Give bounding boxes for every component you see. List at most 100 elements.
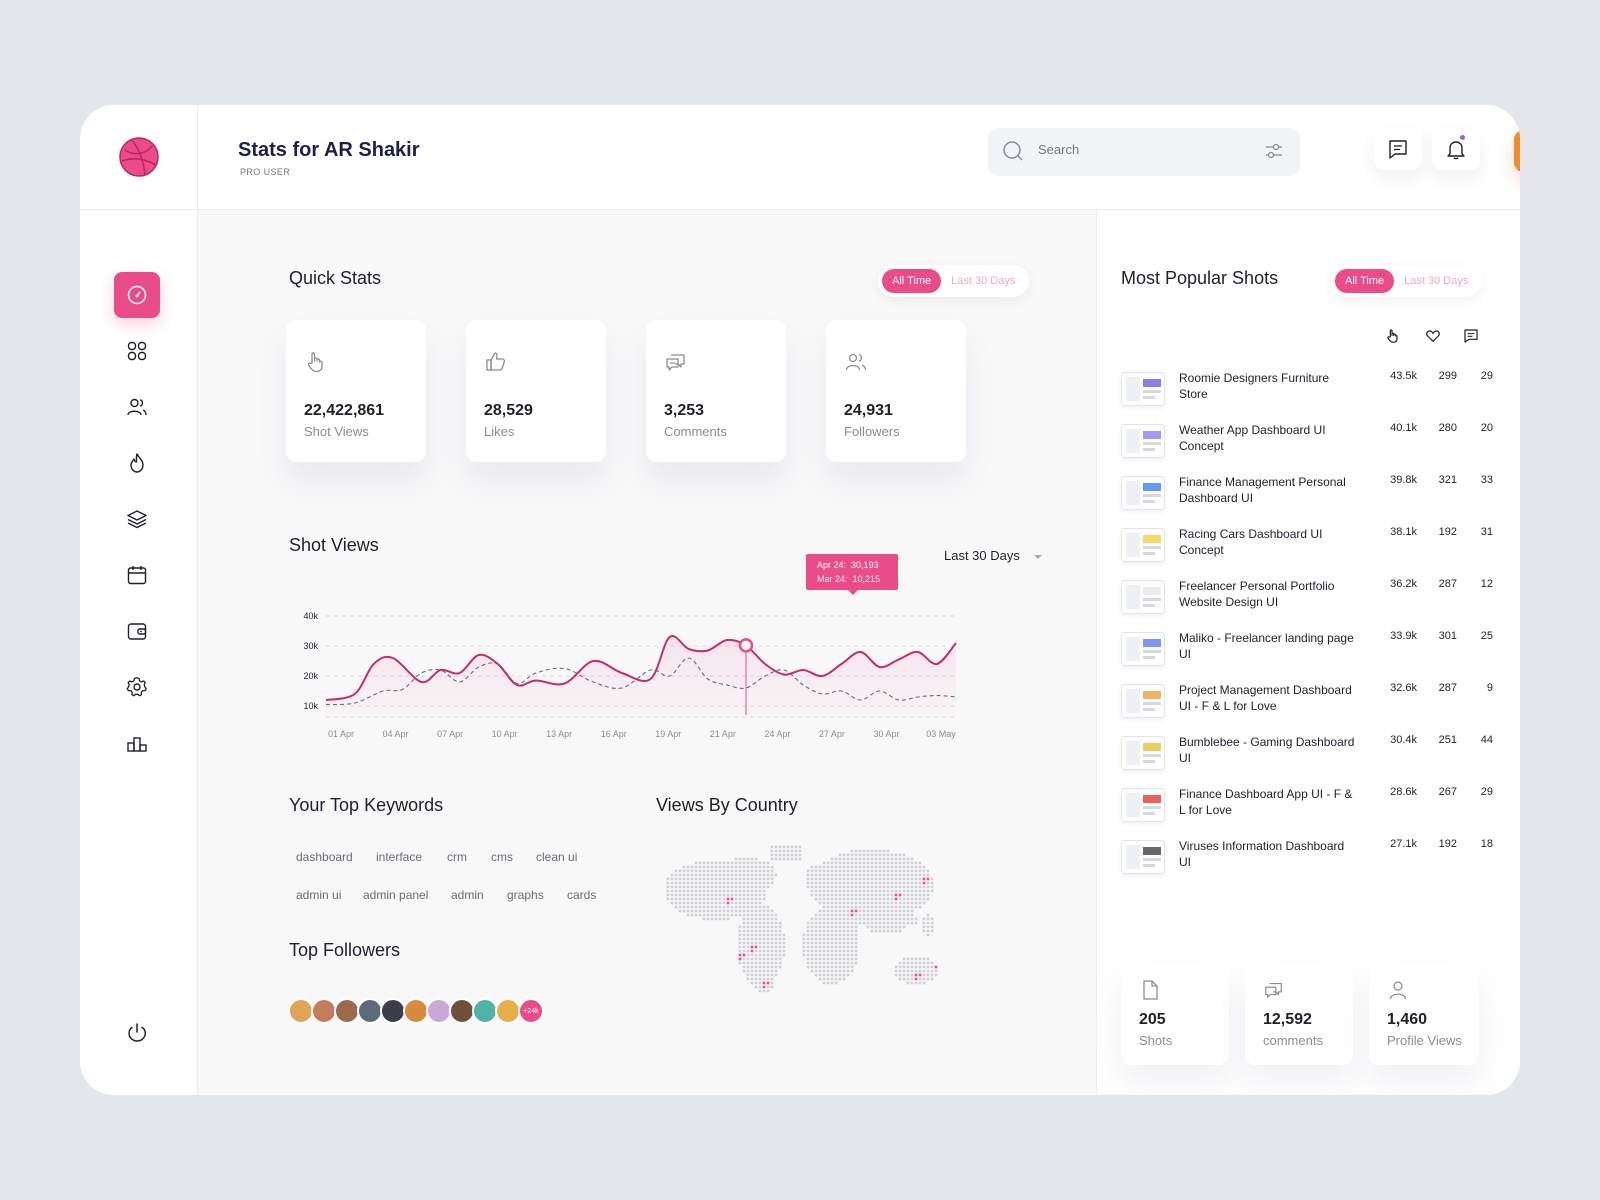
shot-row[interactable]: Viruses Information Dashboard UI 27.1k 192… xyxy=(1121,838,1501,882)
shot-title[interactable]: Bumblebee - Gaming Dashboard UI xyxy=(1179,735,1355,765)
keyword-chip[interactable]: crm xyxy=(447,850,467,864)
nav-item-users[interactable] xyxy=(114,384,160,430)
keyword-chip[interactable]: interface xyxy=(376,850,423,864)
shot-thumbnail[interactable] xyxy=(1121,372,1165,406)
keyword-chip[interactable]: admin panel xyxy=(363,888,429,902)
map-dot xyxy=(890,913,894,917)
follower-avatar[interactable] xyxy=(334,998,360,1024)
map-dot xyxy=(678,905,682,909)
shot-title[interactable]: Viruses Information Dashboard UI xyxy=(1179,839,1345,869)
shot-title[interactable]: Freelancer Personal Portfolio Website De… xyxy=(1179,579,1335,609)
nav-item-wallet[interactable] xyxy=(114,608,160,654)
map-dot xyxy=(754,957,758,961)
map-dot xyxy=(866,877,870,881)
keyword-chip[interactable]: cards xyxy=(567,888,597,902)
notifications-button[interactable] xyxy=(1432,128,1480,170)
x-tick-label: 24 Apr xyxy=(764,729,790,739)
map-dot xyxy=(834,925,838,929)
map-dot xyxy=(770,929,774,933)
period-dropdown[interactable]: Last 30 Days xyxy=(944,548,1042,563)
stat-card-shot-views[interactable]: 22,422,861 Shot Views xyxy=(286,320,426,462)
map-dot xyxy=(838,973,842,977)
nav-item-ranking[interactable] xyxy=(114,720,160,766)
logout-button[interactable] xyxy=(114,1010,160,1056)
shot-thumbnail[interactable] xyxy=(1121,840,1165,874)
messages-button[interactable] xyxy=(1374,128,1422,170)
keyword-chip[interactable]: clean ui xyxy=(536,850,578,864)
nav-item-popular[interactable] xyxy=(114,440,160,486)
map-dot xyxy=(822,897,826,901)
shot-row[interactable]: Weather App Dashboard UI Concept 40.1k 280… xyxy=(1121,422,1501,466)
summary-card-comments[interactable]: 12,592 comments xyxy=(1245,965,1353,1065)
nav-item-grid[interactable] xyxy=(114,328,160,374)
keyword-chip[interactable]: admin ui xyxy=(296,888,342,902)
shot-title[interactable]: Finance Management Personal Dashboard UI xyxy=(1179,475,1346,505)
shot-thumbnail[interactable] xyxy=(1121,424,1165,458)
map-dot xyxy=(882,897,886,901)
search-input[interactable] xyxy=(1038,142,1238,157)
map-dot xyxy=(766,881,770,885)
shot-thumbnail[interactable] xyxy=(1121,684,1165,718)
map-dot xyxy=(802,933,806,937)
shot-title[interactable]: Finance Dashboard App UI - F & L for Lov… xyxy=(1179,787,1353,817)
map-dot xyxy=(910,869,914,873)
nav-item-calendar[interactable] xyxy=(114,552,160,598)
shot-row[interactable]: Roomie Designers Furniture Store 43.5k 299… xyxy=(1121,370,1501,414)
shot-thumbnail[interactable] xyxy=(1121,476,1165,510)
map-dot xyxy=(754,973,758,977)
shot-title[interactable]: Weather App Dashboard UI Concept xyxy=(1179,423,1326,453)
toggle-all-time[interactable]: All Time xyxy=(882,269,942,293)
shot-thumbnail[interactable] xyxy=(1121,632,1165,666)
stat-card-likes[interactable]: 28,529 Likes xyxy=(466,320,606,462)
shot-row[interactable]: Freelancer Personal Portfolio Website De… xyxy=(1121,578,1501,622)
map-dot xyxy=(874,861,878,865)
shot-row[interactable]: Racing Cars Dashboard UI Concept 38.1k 192… xyxy=(1121,526,1501,570)
map-dot xyxy=(846,897,850,901)
shot-row[interactable]: Finance Management Personal Dashboard UI… xyxy=(1121,474,1501,518)
nav-item-dashboard[interactable] xyxy=(114,272,160,318)
shot-title[interactable]: Project Management Dashboard UI - F & L … xyxy=(1179,683,1352,713)
map-dot xyxy=(766,885,770,889)
keyword-chip[interactable]: cms xyxy=(491,850,513,864)
shot-row[interactable]: Project Management Dashboard UI - F & L … xyxy=(1121,682,1501,726)
tooltip-row-current: Apr 24: 30,193 xyxy=(817,558,898,572)
summary-card-profile-views[interactable]: 1,460 Profile Views xyxy=(1369,965,1479,1065)
map-dot xyxy=(682,889,686,893)
keyword-chip[interactable]: admin xyxy=(451,888,484,902)
shot-title[interactable]: Roomie Designers Furniture Store xyxy=(1179,371,1330,401)
shot-thumbnail[interactable] xyxy=(1121,736,1165,770)
nav-item-settings[interactable] xyxy=(114,664,160,710)
summary-card-shots[interactable]: 205 Shots xyxy=(1121,965,1229,1065)
shot-row[interactable]: Finance Dashboard App UI - F & L for Lov… xyxy=(1121,786,1501,830)
more-followers-badge[interactable]: +24k xyxy=(518,998,544,1024)
keyword-chip[interactable]: graphs xyxy=(507,888,544,902)
map-dot xyxy=(702,901,706,905)
shot-row[interactable]: Maliko - Freelancer landing page UI 33.9k… xyxy=(1121,630,1501,674)
user-avatar[interactable] xyxy=(1514,130,1520,172)
keyword-chip[interactable]: dashboard xyxy=(296,850,353,864)
map-dot xyxy=(882,849,886,853)
map-dot xyxy=(754,861,758,865)
shot-title[interactable]: Racing Cars Dashboard UI Concept xyxy=(1179,527,1323,557)
toggle-last-30-days[interactable]: Last 30 Days xyxy=(1404,275,1469,287)
map-dot xyxy=(714,893,718,897)
stat-card-followers[interactable]: 24,931 Followers xyxy=(826,320,966,462)
toggle-all-time[interactable]: All Time xyxy=(1335,269,1395,293)
toggle-last-30-days[interactable]: Last 30 Days xyxy=(951,275,1016,287)
shot-row[interactable]: Bumblebee - Gaming Dashboard UI 30.4k 251 4… xyxy=(1121,734,1501,778)
shot-thumbnail[interactable] xyxy=(1121,788,1165,822)
nav-item-layers[interactable] xyxy=(114,496,160,542)
map-dot xyxy=(674,897,678,901)
map-dot xyxy=(898,961,902,965)
follower-avatar[interactable] xyxy=(357,998,383,1024)
x-tick-label: 04 Apr xyxy=(383,729,409,739)
shot-thumbnail[interactable] xyxy=(1121,528,1165,562)
filter-sliders-icon[interactable] xyxy=(1264,141,1284,161)
map-dot xyxy=(706,893,710,897)
dribbble-logo-icon[interactable] xyxy=(118,137,159,177)
shot-title[interactable]: Maliko - Freelancer landing page UI xyxy=(1179,631,1354,661)
stat-card-comments[interactable]: 3,253 Comments xyxy=(646,320,786,462)
shot-thumbnail[interactable] xyxy=(1121,580,1165,614)
map-dot xyxy=(910,909,914,913)
map-dot xyxy=(826,945,830,949)
